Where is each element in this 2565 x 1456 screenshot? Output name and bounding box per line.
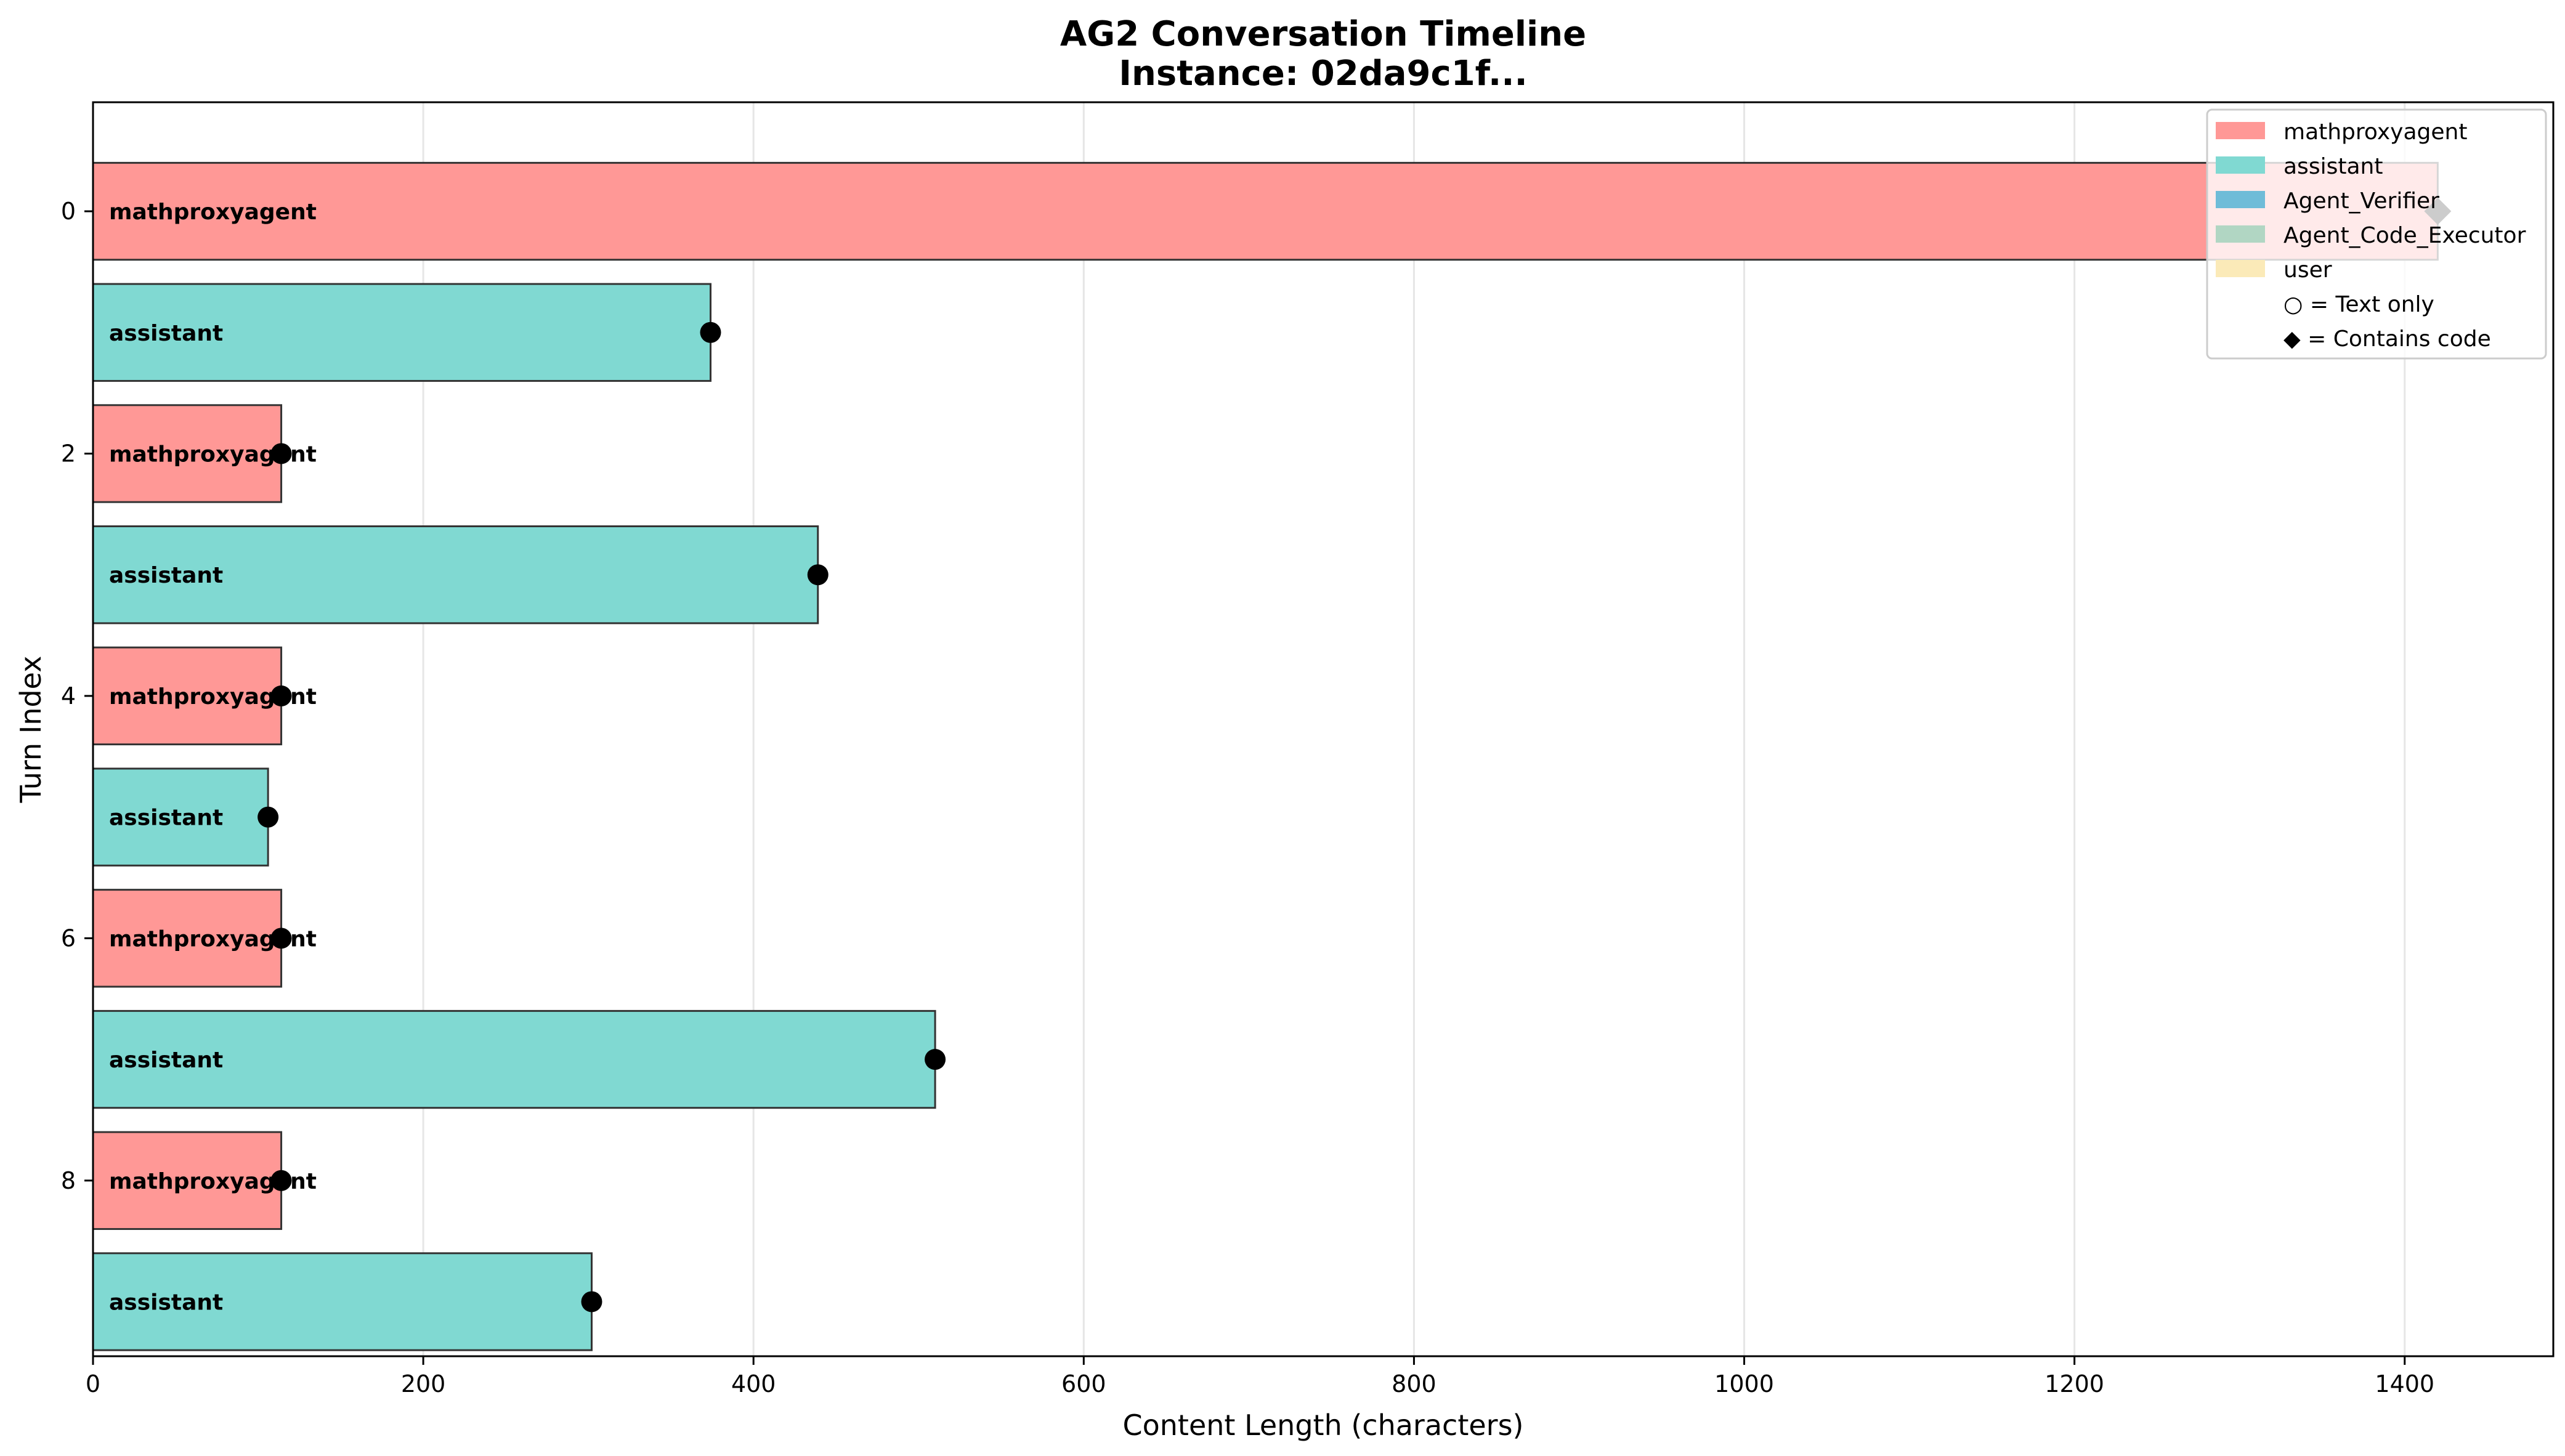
y-tick-label: 4 xyxy=(61,682,76,710)
bar-label-turn-7: assistant xyxy=(109,1048,223,1073)
bar-label-turn-0: mathproxyagent xyxy=(109,200,317,225)
x-tick-label: 400 xyxy=(731,1370,776,1397)
marker-turn-5 xyxy=(257,806,279,828)
y-tick-label: 8 xyxy=(61,1167,76,1194)
legend-label-agent-verifier: Agent_Verifier xyxy=(2283,188,2439,214)
legend-label-assistant: assistant xyxy=(2283,154,2383,179)
y-tick-label: 2 xyxy=(61,440,76,467)
bar-label-turn-1: assistant xyxy=(109,321,223,346)
marker-turn-7 xyxy=(925,1049,946,1070)
y-axis-ticks: 0 2 4 6 8 xyxy=(61,198,93,1194)
bar-turn-0 xyxy=(92,161,2439,261)
bar-turn-7 xyxy=(92,1009,936,1109)
bar-label-turn-3: assistant xyxy=(109,563,223,588)
legend-note-text-only: ○ = Text only xyxy=(2283,292,2434,317)
bar-turn-3 xyxy=(92,525,819,625)
legend-label-mathproxyagent: mathproxyagent xyxy=(2283,119,2467,145)
legend-note-contains-code: ◆ = Contains code xyxy=(2283,326,2491,352)
legend-label-user: user xyxy=(2283,257,2332,283)
bar-turn-9 xyxy=(92,1252,593,1351)
legend-swatch-mathproxyagent xyxy=(2216,122,2265,139)
marker-turn-2 xyxy=(270,443,292,464)
legend-swatch-user xyxy=(2216,260,2265,277)
legend: mathproxyagent assistant Agent_Verifier … xyxy=(2206,108,2547,360)
legend-swatch-agent-code-executor xyxy=(2216,225,2265,243)
marker-turn-6 xyxy=(270,928,292,949)
bars xyxy=(92,161,2439,1351)
bar-turn-8 xyxy=(92,1131,283,1230)
legend-label-agent-code-executor: Agent_Code_Executor xyxy=(2283,223,2526,248)
chart-title: AG2 Conversation Timeline xyxy=(1060,14,1586,54)
legend-box xyxy=(2206,108,2547,360)
marker-turn-8 xyxy=(270,1170,292,1191)
x-tick-label: 1400 xyxy=(2375,1370,2434,1397)
bar-label-turn-5: assistant xyxy=(109,806,223,831)
x-tick-label: 1200 xyxy=(2044,1370,2104,1397)
marker-turn-9 xyxy=(581,1291,602,1312)
legend-swatch-agent-verifier xyxy=(2216,191,2265,208)
y-axis-label: Turn Index xyxy=(14,656,47,804)
marker-turn-3 xyxy=(807,564,829,586)
x-tick-label: 800 xyxy=(1392,1370,1436,1397)
x-axis-label: Content Length (characters) xyxy=(1123,1409,1524,1442)
marker-turn-1 xyxy=(700,322,721,343)
y-tick-label: 0 xyxy=(61,198,76,225)
chart-subtitle: Instance: 02da9c1f... xyxy=(1119,54,1528,94)
y-tick-label: 6 xyxy=(61,924,76,952)
plot-frame xyxy=(92,101,2555,1357)
x-tick-label: 200 xyxy=(401,1370,446,1397)
legend-swatch-assistant xyxy=(2216,156,2265,174)
x-tick-label: 600 xyxy=(1061,1370,1106,1397)
x-axis-ticks: 0 200 400 600 800 1000 1200 1400 xyxy=(86,1356,2434,1397)
bar-turn-6 xyxy=(92,889,283,988)
marker-turn-4 xyxy=(270,685,292,706)
x-tick-label: 0 xyxy=(86,1370,100,1397)
x-tick-label: 1000 xyxy=(1714,1370,1774,1397)
bar-label-turn-9: assistant xyxy=(109,1290,223,1315)
